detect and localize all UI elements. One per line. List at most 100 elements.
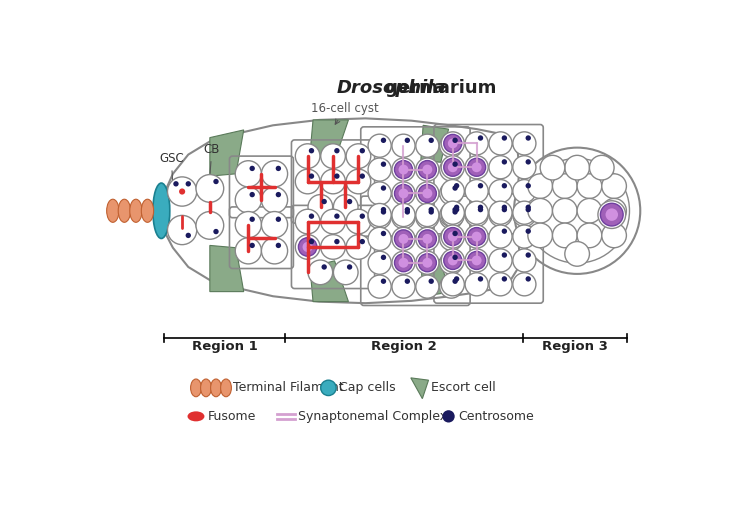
- Ellipse shape: [187, 411, 205, 421]
- Circle shape: [440, 206, 462, 229]
- Circle shape: [513, 225, 536, 248]
- Circle shape: [196, 211, 223, 239]
- Circle shape: [235, 187, 262, 213]
- Circle shape: [405, 279, 410, 284]
- Text: Region 2: Region 2: [371, 340, 437, 353]
- Polygon shape: [310, 261, 348, 301]
- Circle shape: [168, 177, 197, 206]
- Circle shape: [553, 198, 577, 223]
- Text: germarium: germarium: [379, 79, 496, 97]
- Circle shape: [381, 209, 387, 214]
- Circle shape: [440, 134, 462, 157]
- Circle shape: [381, 207, 387, 212]
- Circle shape: [472, 255, 481, 265]
- Circle shape: [502, 252, 507, 258]
- Text: 16-cell cyst: 16-cell cyst: [311, 102, 379, 124]
- Circle shape: [395, 184, 413, 203]
- Circle shape: [513, 249, 536, 272]
- Circle shape: [250, 217, 255, 222]
- Text: Fusome: Fusome: [208, 410, 256, 423]
- Circle shape: [346, 169, 371, 194]
- Circle shape: [346, 235, 371, 260]
- Circle shape: [453, 279, 458, 284]
- Circle shape: [235, 161, 262, 187]
- Circle shape: [577, 174, 602, 198]
- Circle shape: [600, 203, 623, 226]
- Polygon shape: [210, 246, 244, 292]
- Circle shape: [429, 138, 434, 143]
- Circle shape: [381, 255, 387, 260]
- Circle shape: [526, 159, 531, 165]
- Circle shape: [429, 207, 434, 212]
- Circle shape: [441, 249, 464, 272]
- Ellipse shape: [118, 199, 131, 222]
- Circle shape: [465, 225, 488, 248]
- Circle shape: [308, 195, 332, 219]
- Circle shape: [359, 213, 365, 219]
- Circle shape: [392, 182, 415, 205]
- Circle shape: [392, 158, 415, 181]
- Circle shape: [235, 238, 262, 264]
- Circle shape: [440, 251, 462, 275]
- Circle shape: [416, 227, 439, 250]
- Circle shape: [442, 410, 455, 423]
- Circle shape: [465, 201, 488, 224]
- Circle shape: [296, 209, 320, 234]
- Circle shape: [392, 134, 415, 157]
- Polygon shape: [159, 119, 620, 303]
- Circle shape: [502, 183, 507, 189]
- Circle shape: [513, 132, 536, 155]
- Circle shape: [368, 275, 391, 298]
- Circle shape: [444, 134, 462, 152]
- Circle shape: [465, 204, 488, 226]
- Circle shape: [489, 273, 512, 296]
- Circle shape: [423, 165, 432, 175]
- Circle shape: [276, 192, 281, 197]
- Circle shape: [302, 242, 313, 252]
- Circle shape: [489, 132, 512, 155]
- Circle shape: [334, 174, 340, 179]
- Circle shape: [296, 144, 320, 168]
- Circle shape: [444, 227, 462, 246]
- Circle shape: [405, 207, 410, 212]
- Circle shape: [416, 275, 439, 298]
- Circle shape: [590, 155, 614, 180]
- Circle shape: [276, 217, 281, 222]
- Text: CB: CB: [204, 143, 220, 174]
- Circle shape: [513, 204, 536, 226]
- Circle shape: [214, 179, 219, 184]
- Circle shape: [540, 155, 565, 180]
- Circle shape: [368, 182, 391, 205]
- Circle shape: [196, 175, 223, 203]
- Circle shape: [346, 144, 371, 168]
- Circle shape: [577, 198, 602, 223]
- Circle shape: [465, 156, 488, 179]
- Circle shape: [359, 174, 365, 179]
- Circle shape: [440, 204, 462, 226]
- Circle shape: [423, 189, 432, 198]
- Circle shape: [502, 205, 507, 210]
- Circle shape: [478, 183, 484, 189]
- Circle shape: [441, 225, 464, 248]
- Circle shape: [526, 228, 531, 234]
- Circle shape: [405, 209, 410, 214]
- Circle shape: [453, 185, 458, 191]
- Circle shape: [577, 223, 602, 248]
- Circle shape: [454, 183, 459, 189]
- Circle shape: [416, 158, 439, 181]
- Circle shape: [395, 230, 413, 248]
- Circle shape: [250, 166, 255, 171]
- Circle shape: [598, 201, 626, 228]
- Circle shape: [440, 182, 462, 205]
- Circle shape: [454, 276, 459, 282]
- Circle shape: [478, 205, 484, 210]
- Circle shape: [309, 213, 314, 219]
- Circle shape: [416, 206, 439, 229]
- Circle shape: [416, 134, 439, 157]
- Circle shape: [448, 138, 458, 148]
- Circle shape: [514, 148, 640, 274]
- Circle shape: [528, 174, 553, 198]
- Circle shape: [565, 155, 590, 180]
- Circle shape: [468, 251, 486, 269]
- Circle shape: [441, 156, 464, 179]
